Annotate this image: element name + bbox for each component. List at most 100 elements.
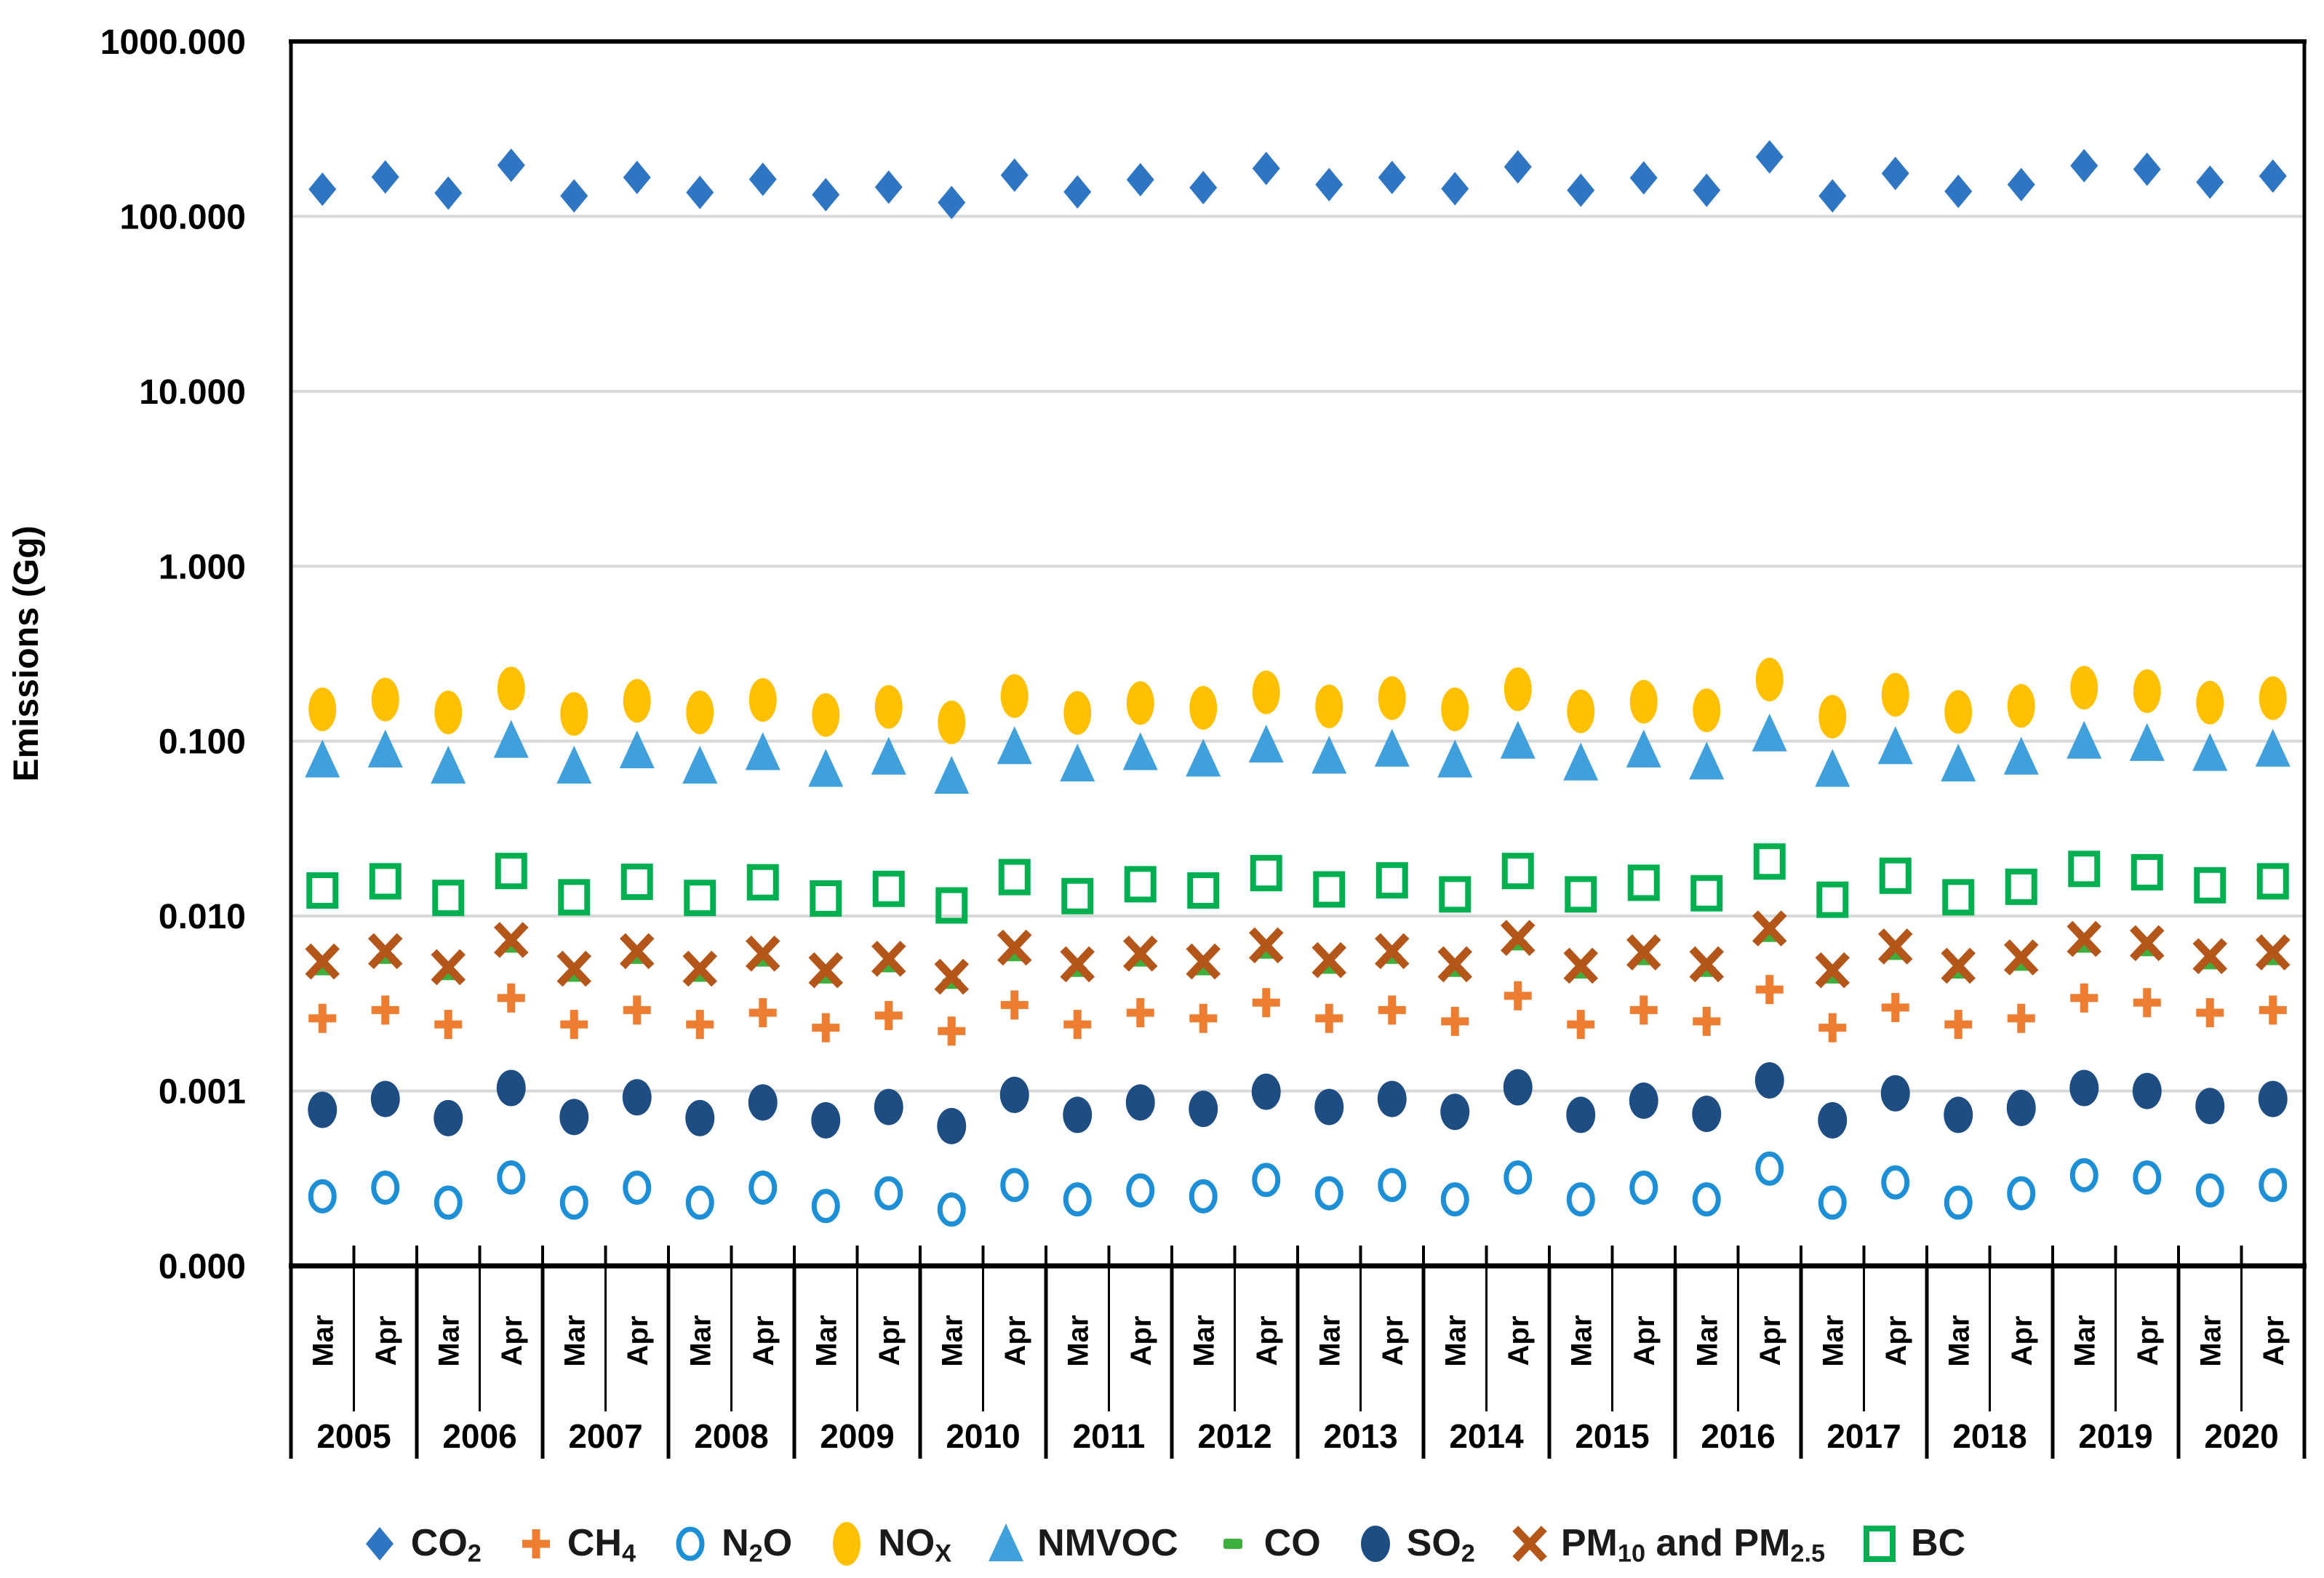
so2-data-point — [748, 1084, 778, 1121]
pm10-and-pm2-5-data-point — [1500, 920, 1536, 956]
y-axis-tick-label: 100.000 — [119, 198, 246, 236]
so2-data-point — [1692, 1096, 1722, 1133]
bc-data-point — [1375, 862, 1408, 899]
legend-item-bc: BC — [1858, 1519, 1965, 1567]
nox-data-point — [2007, 684, 2035, 728]
n2o-data-point — [434, 1185, 463, 1220]
co2-data-point — [1567, 173, 1595, 207]
ch4-data-point — [938, 1016, 966, 1046]
legend-label-co: CO — [1263, 1521, 1321, 1564]
month-label: Mar — [1691, 1315, 1723, 1366]
nox-data-point — [560, 692, 588, 736]
nmvoc-data-point — [934, 755, 970, 794]
nmvoc-legend-marker — [989, 1523, 1024, 1561]
co2-data-point — [1629, 161, 1658, 195]
so2-data-point — [1377, 1080, 1407, 1117]
ch4-data-point — [1315, 1003, 1343, 1033]
ch4-data-point — [1504, 981, 1532, 1011]
legend-item-n2o: N2O — [669, 1519, 792, 1567]
co2-data-point — [2196, 165, 2224, 199]
month-label: Apr — [370, 1316, 402, 1366]
nmvoc-data-point — [2067, 720, 2102, 759]
so2-data-point — [622, 1079, 652, 1116]
bc-data-point — [2131, 853, 2163, 890]
bc-data-point — [1816, 881, 1849, 918]
ch4-data-point — [748, 998, 777, 1028]
co2-data-point — [1378, 160, 1406, 194]
n2o-data-point — [623, 1170, 652, 1205]
legend-label-nox: NOX — [878, 1521, 952, 1568]
pm10-and-pm2-5-data-point — [1437, 946, 1473, 983]
ch4-data-point — [434, 1010, 463, 1040]
ch4-data-point — [874, 1000, 903, 1030]
n2o-data-point — [2133, 1160, 2162, 1195]
n2o-data-point — [497, 1160, 526, 1195]
n2o-data-point — [1629, 1170, 1658, 1205]
co2-data-point — [1818, 179, 1847, 213]
bc-data-point — [1250, 855, 1282, 892]
n2o-data-point — [1063, 1182, 1092, 1217]
legend-label-pm10-and-pm2-5: PM10 and PM2.5 — [1560, 1521, 1826, 1568]
month-label: Mar — [559, 1315, 591, 1366]
month-label: Apr — [2006, 1316, 2038, 1366]
month-label: Mar — [307, 1315, 339, 1366]
so2-data-point — [1754, 1061, 1784, 1099]
pm10-and-pm2-5-data-point — [1689, 946, 1725, 983]
pm10-and-pm2-5-data-point — [1752, 910, 1787, 947]
month-label: Apr — [874, 1316, 906, 1366]
nmvoc-marker-icon — [989, 1523, 1024, 1561]
month-label: Apr — [1251, 1316, 1283, 1366]
n2o-data-point — [1944, 1185, 1973, 1220]
pm10-and-pm2-5-data-point — [1311, 941, 1347, 979]
bc-data-point — [1942, 879, 1975, 916]
month-label: Apr — [748, 1316, 780, 1366]
month-label: Mar — [2195, 1315, 2227, 1366]
y-axis-tick-label: 10.000 — [139, 373, 246, 412]
ch4-data-point — [371, 995, 399, 1025]
n2o-data-point — [1755, 1151, 1784, 1186]
year-label: 2020 — [2204, 1417, 2278, 1455]
co2-data-point — [1881, 156, 1909, 191]
y-axis-title: Emissions (Gg) — [7, 525, 46, 781]
nox-data-point — [874, 685, 903, 729]
nmvoc-data-point — [556, 746, 592, 784]
year-label: 2011 — [1073, 1417, 1146, 1455]
n2o-data-point — [685, 1185, 714, 1220]
n2o-data-point — [2195, 1173, 2224, 1208]
nmvoc-data-point — [1186, 738, 1221, 777]
n2o-data-point — [748, 1170, 778, 1205]
nmvoc-data-point — [2192, 733, 2228, 771]
ch4-data-point — [686, 1010, 714, 1040]
legend-item-nox: NOX — [826, 1519, 951, 1567]
n2o-data-point — [371, 1170, 400, 1205]
so2-legend-marker — [1360, 1525, 1390, 1562]
month-label: Mar — [1314, 1315, 1346, 1366]
bc-data-point — [2256, 863, 2289, 900]
y-axis-tick-label: 0.000 — [159, 1248, 246, 1286]
nmvoc-data-point — [871, 736, 906, 775]
so2-data-point — [496, 1069, 526, 1107]
nmvoc-data-point — [2003, 736, 2039, 775]
y-axis-tick-label: 1.000 — [159, 548, 246, 586]
so2-data-point — [1063, 1096, 1093, 1133]
ch4-data-point — [1944, 1010, 1973, 1040]
nmvoc-data-point — [682, 746, 718, 784]
co2-data-point — [2133, 152, 2161, 186]
legend-label-so2: SO2 — [1406, 1521, 1475, 1568]
nmvoc-data-point — [1752, 713, 1787, 752]
pm10-and-pm2-5-data-point — [1122, 935, 1158, 972]
month-label: Mar — [810, 1315, 842, 1366]
so2-data-point — [1880, 1075, 1910, 1112]
nox-data-point — [497, 666, 525, 711]
pm10-and-pm2-5-data-point — [2003, 939, 2039, 976]
nox-data-point — [1755, 658, 1784, 702]
month-label: Apr — [622, 1316, 654, 1366]
legend-label-nmvoc: NMVOC — [1037, 1521, 1178, 1564]
n2o-marker-icon — [676, 1526, 705, 1561]
so2-data-point — [1629, 1082, 1658, 1119]
co2-data-point — [623, 160, 651, 194]
pm10-and-pm2-5-data-point — [808, 952, 844, 989]
so2-data-point — [1944, 1096, 1973, 1133]
